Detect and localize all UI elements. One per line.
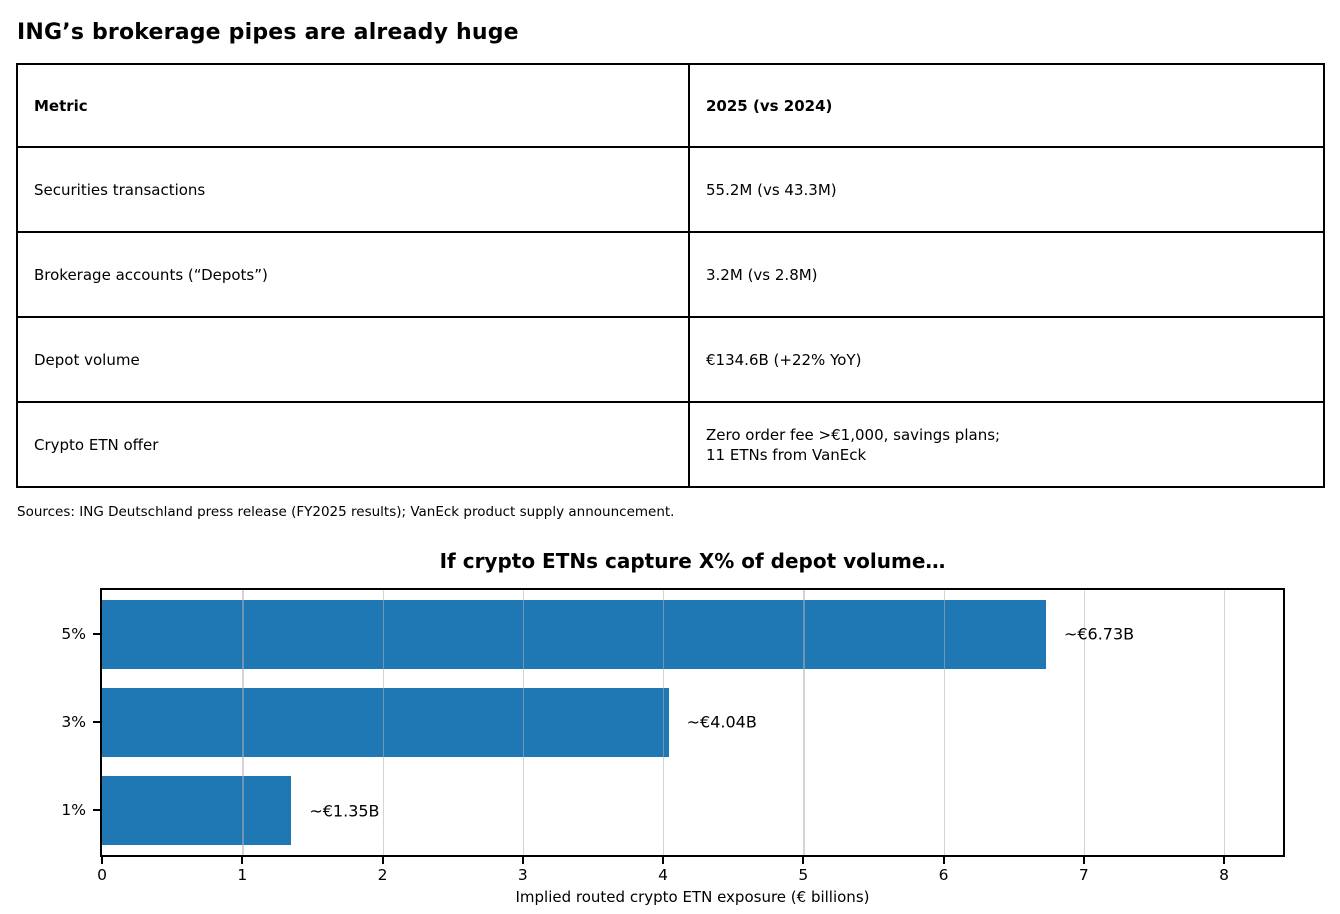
table-row: Brokerage accounts (“Depots”) 3.2M (vs 2… xyxy=(16,231,1325,318)
bar-row: ~€1.35B xyxy=(102,767,1283,855)
bar-row: ~€4.04B xyxy=(102,678,1283,766)
value-cell: €134.6B (+22% YoY) xyxy=(688,316,1325,403)
x-tick-label: 3 xyxy=(517,866,528,884)
x-tick-label: 7 xyxy=(1078,866,1089,884)
metric-cell: Securities transactions xyxy=(16,146,690,233)
table-row: Securities transactions 55.2M (vs 43.3M) xyxy=(16,146,1325,233)
x-tick-mark xyxy=(1082,857,1085,864)
gridline xyxy=(522,590,525,855)
gridline xyxy=(242,590,244,855)
table-header-row: Metric 2025 (vs 2024) xyxy=(16,63,1325,148)
metric-cell: Crypto ETN offer xyxy=(16,401,690,488)
y-tick-mark xyxy=(93,809,100,811)
y-tick-label: 3% xyxy=(61,713,86,731)
sources-note: Sources: ING Deutschland press release (… xyxy=(17,504,675,520)
x-tick-mark xyxy=(241,857,244,864)
x-tick-label: 4 xyxy=(658,866,668,884)
col-header-metric: Metric xyxy=(16,63,690,148)
x-tick-mark xyxy=(1223,857,1226,864)
x-tick-label: 6 xyxy=(938,866,949,884)
bar-row: ~€6.73B xyxy=(102,590,1283,678)
value-cell: 55.2M (vs 43.3M) xyxy=(688,146,1325,233)
x-tick-mark xyxy=(802,857,805,864)
x-tick-label: 2 xyxy=(377,866,388,884)
bar-1pct xyxy=(102,776,292,846)
gridline xyxy=(1083,590,1086,855)
value-cell: Zero order fee >€1,000, savings plans; 1… xyxy=(688,401,1325,488)
x-tick-label: 5 xyxy=(798,866,809,884)
x-tick-mark xyxy=(381,857,384,864)
x-tick-label: 8 xyxy=(1219,866,1230,884)
bar-value-label: ~€6.73B xyxy=(1063,624,1135,644)
table-row: Crypto ETN offer Zero order fee >€1,000,… xyxy=(16,401,1325,488)
x-tick-mark xyxy=(942,857,945,864)
bar-5pct xyxy=(102,599,1046,669)
gridline xyxy=(663,590,665,855)
gridline xyxy=(382,590,384,855)
x-tick-mark xyxy=(101,857,103,864)
y-tick-label: 5% xyxy=(61,625,86,643)
x-tick-label: 0 xyxy=(97,866,107,884)
bar-value-label: ~€1.35B xyxy=(309,801,380,821)
table-row: Depot volume €134.6B (+22% YoY) xyxy=(16,316,1325,403)
chart-title: If crypto ETNs capture X% of depot volum… xyxy=(439,549,946,573)
plot-area: ~€6.73B ~€4.04B ~€1.35B xyxy=(100,588,1285,857)
bar-value-label: ~€4.04B xyxy=(686,712,757,732)
metric-cell: Depot volume xyxy=(16,316,690,403)
y-tick-mark xyxy=(93,633,100,635)
gridline xyxy=(943,590,945,855)
y-tick-mark xyxy=(93,721,100,723)
x-tick-mark xyxy=(521,857,524,864)
value-cell: 3.2M (vs 2.8M) xyxy=(688,231,1325,318)
metrics-table: Metric 2025 (vs 2024) Securities transac… xyxy=(16,63,1325,488)
page-title: ING’s brokerage pipes are already huge xyxy=(17,20,519,45)
x-tick-mark xyxy=(662,857,665,864)
gridline xyxy=(1224,590,1226,855)
x-tick-label: 1 xyxy=(237,866,248,884)
metric-cell: Brokerage accounts (“Depots”) xyxy=(16,231,690,318)
col-header-2025: 2025 (vs 2024) xyxy=(688,63,1325,148)
bar-3pct xyxy=(102,688,669,758)
gridline xyxy=(803,590,805,855)
x-axis-label: Implied routed crypto ETN exposure (€ bi… xyxy=(515,888,870,906)
x-axis: 0 1 2 3 4 5 6 7 8 xyxy=(97,857,1283,897)
y-tick-label: 1% xyxy=(61,801,86,819)
